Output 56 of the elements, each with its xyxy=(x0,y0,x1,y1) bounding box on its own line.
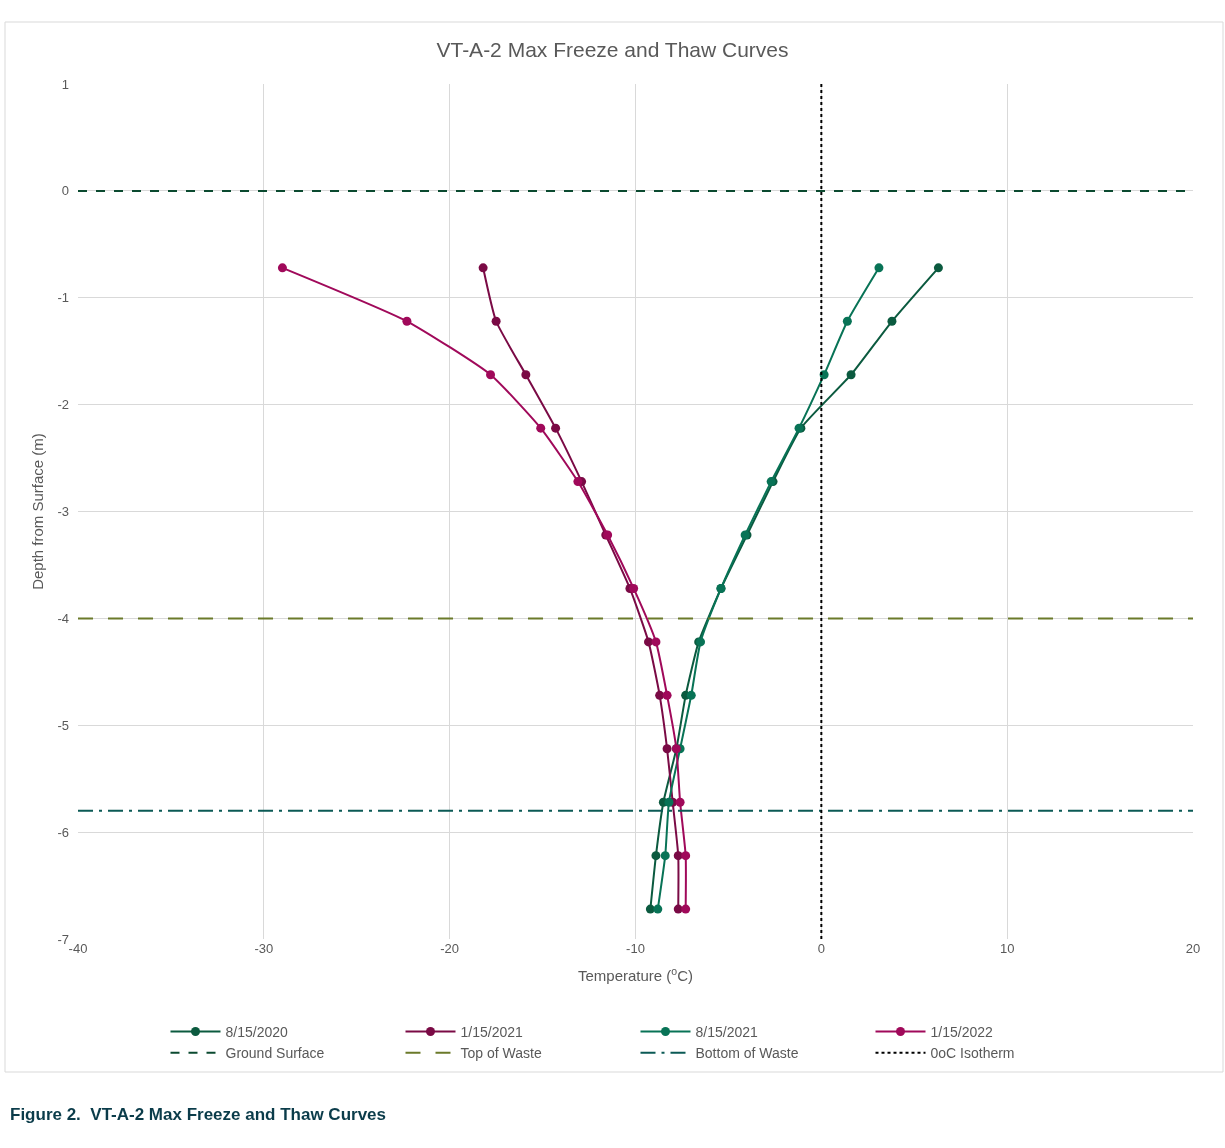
legend-label: Ground Surface xyxy=(225,1045,325,1062)
y-tick-label: -2 xyxy=(57,397,69,413)
legend-label: 1/15/2022 xyxy=(930,1024,993,1041)
point xyxy=(651,637,661,647)
y-tick-label: -5 xyxy=(57,717,69,733)
legend-label: 0oC Isotherm xyxy=(930,1045,1015,1062)
x-tick-label: -10 xyxy=(626,941,645,956)
caption: Figure 2. VT-A-2 Max Freeze and Thaw Curves xyxy=(10,1105,386,1124)
x-tick-label: -40 xyxy=(68,941,88,956)
point xyxy=(887,316,897,326)
point xyxy=(662,744,672,754)
point xyxy=(573,477,583,487)
point xyxy=(402,316,412,326)
legend-label: 8/15/2021 xyxy=(695,1024,758,1041)
legend-label: Top of Waste xyxy=(460,1045,542,1062)
y-tick-label: -3 xyxy=(57,504,69,520)
point xyxy=(653,904,663,914)
y-axis-title: Depth from Surface (m) xyxy=(28,433,46,590)
point xyxy=(874,263,884,273)
y-tick-label: -7 xyxy=(57,931,69,947)
point xyxy=(478,263,488,273)
point xyxy=(486,370,496,380)
point xyxy=(933,263,943,273)
y-tick-label: 0 xyxy=(61,183,69,199)
point xyxy=(681,851,691,861)
point xyxy=(277,263,287,273)
point xyxy=(681,904,691,914)
point xyxy=(675,797,685,807)
y-tick-label: 1 xyxy=(61,76,69,92)
point xyxy=(491,316,501,326)
x-tick-label: -20 xyxy=(440,941,460,956)
point xyxy=(651,851,661,861)
point xyxy=(842,316,852,326)
point xyxy=(536,423,546,433)
y-tick-label: -6 xyxy=(57,824,69,840)
point xyxy=(551,423,561,433)
x-tick-label: 10 xyxy=(999,941,1015,956)
point xyxy=(660,851,670,861)
point xyxy=(673,851,683,861)
y-tick-label: -4 xyxy=(57,610,69,626)
legend-label: Bottom of Waste xyxy=(695,1045,799,1062)
point xyxy=(521,370,531,380)
y-tick-label: -1 xyxy=(57,290,69,306)
x-tick-label: 20 xyxy=(1185,941,1201,956)
point xyxy=(629,583,639,593)
chart-title: VT-A-2 Max Freeze and Thaw Curves xyxy=(436,38,789,62)
x-tick-label: -30 xyxy=(254,941,274,956)
point xyxy=(655,690,665,700)
point xyxy=(846,370,856,380)
x-tick-label: 0 xyxy=(817,941,825,956)
point xyxy=(664,797,674,807)
legend-label: 1/15/2021 xyxy=(460,1024,523,1041)
point xyxy=(686,690,696,700)
legend-label: 8/15/2020 xyxy=(225,1024,288,1041)
point xyxy=(662,690,672,700)
x-axis-title: Temperature ($^{o}$C) xyxy=(577,964,694,984)
